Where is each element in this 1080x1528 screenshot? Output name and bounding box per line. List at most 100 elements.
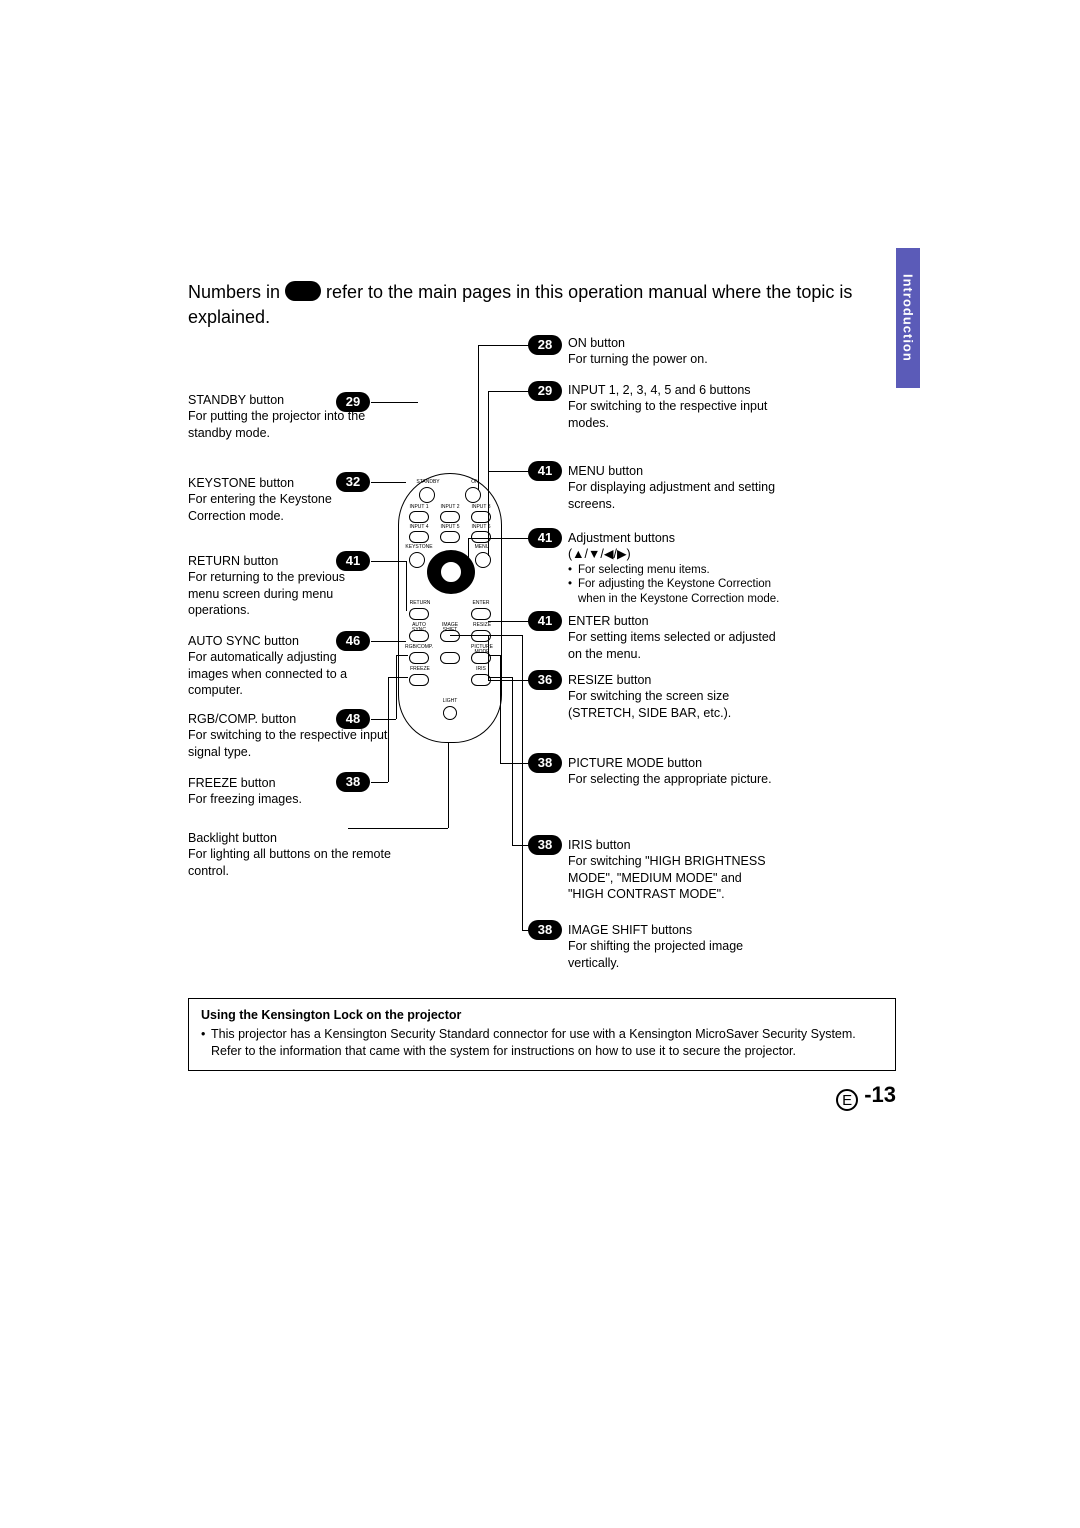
callout-title: MENU button (568, 464, 643, 478)
callout-desc: For turning the power on. (568, 352, 708, 366)
rc-freeze-btn (409, 674, 429, 686)
rc-rgbcomp-label: RGB/COMP. (403, 645, 435, 650)
rc-imgshiftup-btn (440, 630, 460, 642)
callout-keystone: KEYSTONE button For entering the Keyston… (188, 475, 368, 524)
callout-iris: IRIS button For switching "HIGH BRIGHTNE… (568, 837, 778, 902)
rc-i1-label: INPUT 1 (408, 505, 430, 510)
rc-resize-label: RESIZE (469, 623, 495, 628)
rc-return-label: RETURN (407, 601, 433, 606)
leader (512, 677, 513, 845)
page-number: E -13 (836, 1082, 896, 1111)
rc-i5-label: INPUT 5 (439, 525, 461, 530)
leader (371, 402, 418, 403)
callout-title: IRIS button (568, 838, 631, 852)
rc-enter-btn (471, 608, 491, 620)
kensington-text: This projector has a Kensington Security… (201, 1026, 883, 1060)
rc-i4-btn (409, 531, 429, 543)
callout-title: ON button (568, 336, 625, 350)
rc-standby-btn (419, 487, 435, 503)
page-e-icon: E (836, 1089, 858, 1111)
callout-imgshift: IMAGE SHIFT buttons For shifting the pro… (568, 922, 778, 971)
leader (448, 743, 449, 828)
kensington-title: Using the Kensington Lock on the project… (201, 1007, 883, 1024)
callout-input: INPUT 1, 2, 3, 4, 5 and 6 buttons For sw… (568, 382, 768, 431)
callout-title: Backlight button (188, 831, 277, 845)
callout-desc: For lighting all buttons on the remote c… (188, 847, 391, 877)
rc-keystone-btn (409, 552, 425, 568)
rc-on-label: ON (463, 480, 487, 485)
leader (468, 538, 469, 568)
leader (371, 482, 406, 483)
callout-title: ENTER button (568, 614, 649, 628)
callout-desc: For putting the projector into the stand… (188, 409, 365, 439)
callout-desc: For switching to the respective input mo… (568, 399, 767, 429)
callout-desc: For automatically adjusting images when … (188, 650, 347, 697)
leader (388, 677, 408, 678)
callout-picmode: PICTURE MODE button For selecting the ap… (568, 755, 778, 788)
rc-freeze-label: FREEZE (407, 667, 433, 672)
callout-backlight: Backlight button For lighting all button… (188, 830, 398, 879)
callout-desc: For switching "HIGH BRIGHTNESS MODE", "M… (568, 854, 766, 901)
rc-standby-label: STANDBY (413, 480, 443, 485)
leader (371, 561, 406, 562)
rc-menu-label: MENU (471, 545, 493, 550)
callout-desc: For selecting the appropriate picture. (568, 772, 772, 786)
badge-ref: 38 (336, 772, 370, 792)
callout-desc: For switching to the respective input si… (188, 728, 387, 758)
leader (488, 471, 489, 556)
callout-adjust: Adjustment buttons (▲/▼/◀/▶) For selecti… (568, 530, 788, 607)
callout-bullet: For adjusting the Keystone Correction wh… (568, 577, 788, 607)
badge-ref: 41 (528, 461, 562, 481)
page-num: -13 (864, 1082, 896, 1107)
leader (488, 635, 489, 680)
callout-title: IMAGE SHIFT buttons (568, 923, 692, 937)
callout-desc: For switching the screen size (STRETCH, … (568, 689, 731, 719)
leader (478, 345, 479, 490)
rc-rgbcomp-btn (409, 652, 429, 664)
leader (500, 655, 501, 763)
section-tab-label: Introduction (901, 274, 916, 362)
callout-title: RESIZE button (568, 673, 651, 687)
callout-desc: For freezing images. (188, 792, 302, 806)
leader (488, 655, 500, 656)
leader (406, 561, 407, 611)
badge-ref: 38 (528, 753, 562, 773)
callout-desc: For displaying adjustment and setting sc… (568, 480, 775, 510)
callout-desc: For returning to the previous menu scree… (188, 570, 345, 617)
callout-rgbcomp: RGB/COMP. button For switching to the re… (188, 711, 388, 760)
callout-autosync: AUTO SYNC button For automatically adjus… (188, 633, 368, 698)
callout-title: AUTO SYNC button (188, 634, 299, 648)
badge-ref: 29 (528, 381, 562, 401)
badge-ref: 38 (528, 920, 562, 940)
callout-title: KEYSTONE button (188, 476, 294, 490)
remote-diagram: STANDBY ON INPUT 1 INPUT 2 INPUT 3 INPUT… (188, 335, 898, 975)
rc-return-btn (409, 608, 429, 620)
leader (371, 641, 406, 642)
callout-title: PICTURE MODE button (568, 756, 702, 770)
callout-title: RETURN button (188, 554, 278, 568)
rc-keystone-label: KEYSTONE (405, 545, 433, 550)
callout-enter: ENTER button For setting items selected … (568, 613, 778, 662)
rc-enter-label: ENTER (469, 601, 493, 606)
callout-desc: For shifting the projected image vertica… (568, 939, 743, 969)
callout-desc: For setting items selected or adjusted o… (568, 630, 776, 660)
leader (388, 677, 389, 782)
leader (348, 828, 448, 829)
leader (450, 635, 522, 636)
rc-i1-btn (409, 511, 429, 523)
callout-title: FREEZE button (188, 776, 276, 790)
rc-i5-btn (440, 531, 460, 543)
callout-menu: MENU button For displaying adjustment an… (568, 463, 778, 512)
badge-example-icon (285, 281, 321, 301)
callout-title: STANDBY button (188, 393, 284, 407)
leader (396, 655, 408, 656)
rc-i4-label: INPUT 4 (408, 525, 430, 530)
leader (396, 655, 397, 719)
badge-ref: 28 (528, 335, 562, 355)
rc-i2-label: INPUT 2 (439, 505, 461, 510)
rc-imgshiftdn-btn (440, 652, 460, 664)
badge-ref: 41 (528, 528, 562, 548)
intro-text: Numbers in refer to the main pages in th… (188, 280, 898, 330)
callout-arrows: (▲/▼/◀/▶) (568, 547, 631, 561)
rc-light-label: LIGHT (439, 699, 461, 704)
